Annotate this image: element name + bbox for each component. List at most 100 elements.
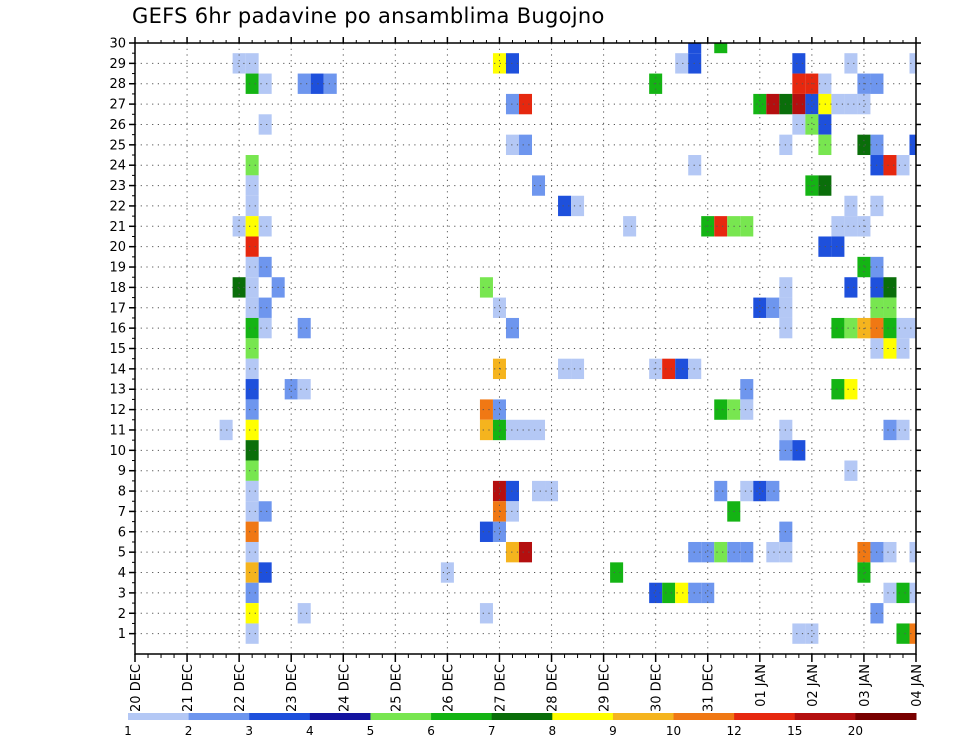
- heatmap-cell: [753, 297, 767, 318]
- heatmap-cell: [896, 317, 910, 339]
- heatmap-cell: [896, 155, 910, 176]
- heatmap-cell: [505, 419, 519, 441]
- heatmap-cell: [883, 338, 897, 359]
- colorbar-label: 6: [427, 724, 435, 738]
- y-tick-label: 15: [109, 342, 126, 357]
- x-tick-label: 24 DEC: [337, 664, 352, 712]
- colorbar-label: 2: [185, 724, 193, 738]
- heatmap-cell: [245, 195, 259, 217]
- heatmap-cell: [766, 93, 780, 115]
- heatmap-cell: [740, 399, 754, 420]
- heatmap-cell: [753, 93, 767, 115]
- y-tick-label: 19: [109, 261, 126, 276]
- x-tick-label: 21 DEC: [181, 664, 196, 712]
- heatmap-cell: [792, 53, 806, 74]
- heatmap-cell: [701, 541, 715, 563]
- heatmap-cell: [896, 419, 910, 441]
- heatmap-cell: [219, 419, 233, 441]
- x-tick-label: 04 JAN: [910, 664, 925, 707]
- heatmap-cell: [532, 480, 546, 502]
- heatmap-cell: [245, 236, 259, 257]
- x-axis: 20 DEC 21 DEC 22 DEC 23 DEC 24 DEC 25 DEC 26 D…: [129, 37, 925, 712]
- heatmap-cell: [245, 73, 259, 94]
- x-tick-label: 03 JAN: [858, 664, 873, 707]
- heatmap-cell: [766, 480, 780, 502]
- heatmap-cell: [571, 195, 585, 217]
- heatmap-cell: [518, 134, 533, 156]
- heatmap-cell: [909, 623, 916, 644]
- heatmap-cell: [518, 419, 533, 441]
- heatmap-cell: [675, 582, 689, 604]
- heatmap-cell: [297, 317, 311, 339]
- y-tick-label: 9: [118, 464, 126, 479]
- x-tick-label: 28 DEC: [546, 664, 561, 712]
- heatmap-cell: [505, 501, 519, 522]
- y-tick-label: 27: [109, 98, 126, 113]
- heatmap-cell: [245, 460, 259, 481]
- heatmap-cell: [245, 440, 259, 461]
- heatmap-cell: [245, 317, 259, 339]
- colorbar-label: 8: [548, 724, 556, 738]
- heatmap-cell: [714, 216, 728, 237]
- heatmap-cell: [883, 317, 897, 339]
- heatmap-cell: [258, 114, 272, 135]
- heatmap-cell: [792, 623, 806, 644]
- heatmap-cell: [909, 317, 916, 339]
- heatmap-cell: [740, 480, 754, 502]
- y-tick-label: 4: [118, 566, 126, 581]
- heatmap-cell: [844, 460, 858, 481]
- x-tick-label: 31 DEC: [702, 664, 717, 712]
- heatmap-cell: [245, 379, 259, 400]
- grid-layer: [135, 43, 916, 654]
- heatmap-cell: [245, 277, 259, 298]
- heatmap-cell: [844, 53, 858, 74]
- heatmap-cell: [258, 297, 272, 318]
- heatmap-cell: [245, 480, 259, 502]
- colorbar-label: 20: [848, 724, 863, 738]
- y-tick-label: 18: [109, 281, 126, 296]
- colorbar-label: 4: [306, 724, 314, 738]
- y-tick-label: 6: [118, 525, 126, 540]
- colorbar-label: 5: [367, 724, 375, 738]
- y-tick-label: 5: [118, 546, 126, 561]
- heatmap-cell: [766, 541, 780, 563]
- y-tick-label: 28: [109, 77, 126, 92]
- heatmap-cell: [740, 216, 754, 237]
- heatmap-cell: [701, 582, 715, 604]
- colorbar-swatch: [309, 713, 371, 720]
- x-tick-label: 23 DEC: [285, 664, 300, 712]
- heatmap-cell: [505, 541, 519, 563]
- y-tick-label: 17: [109, 301, 126, 316]
- y-tick-label: 11: [109, 423, 126, 438]
- heatmap-cell: [675, 53, 689, 74]
- y-tick-label: 25: [109, 138, 126, 153]
- heatmap-cell: [310, 73, 324, 94]
- colorbar-swatch: [612, 713, 675, 720]
- heatmap-cell: [857, 562, 871, 583]
- heatmap-cell: [492, 521, 506, 542]
- y-tick-label: 30: [109, 37, 126, 52]
- y-tick-label: 2: [118, 607, 126, 622]
- colorbar-label: 15: [787, 724, 802, 738]
- heatmap-cell: [245, 582, 259, 604]
- heatmap-cell: [896, 582, 910, 604]
- chart-title: GEFS 6hr padavine po ansamblima Bugojno: [132, 4, 605, 28]
- heatmap-cell: [297, 379, 311, 400]
- heatmap-cell: [232, 53, 246, 74]
- heatmap-cell: [753, 480, 767, 502]
- heatmap-cell: [883, 582, 897, 604]
- heatmap-cell: [245, 623, 259, 644]
- y-tick-label: 23: [109, 179, 126, 194]
- heatmap-cell: [479, 521, 493, 542]
- colorbar-label: 10: [666, 724, 681, 738]
- y-tick-label: 22: [109, 199, 126, 214]
- y-tick-label: 10: [109, 444, 126, 459]
- heatmap-cell: [857, 134, 871, 156]
- heatmap-cell: [844, 93, 858, 115]
- heatmap-cell: [505, 93, 519, 115]
- heatmap-cell: [792, 93, 806, 115]
- heatmap-cell: [805, 623, 819, 644]
- colorbar-label: 7: [488, 724, 496, 738]
- y-axis: 1234567891011121314151617181920212223242…: [109, 37, 921, 645]
- y-tick-label: 29: [109, 57, 126, 72]
